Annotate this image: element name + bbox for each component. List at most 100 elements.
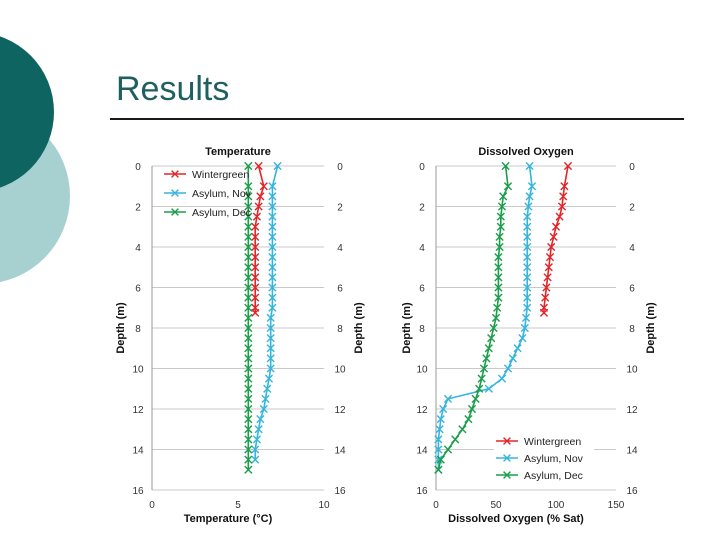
- y-tick-label: 16: [416, 486, 428, 497]
- data-point: [547, 242, 556, 252]
- legend: Wintergreen Asylum, Nov Asylum, Dec: [164, 169, 252, 219]
- data-point: [434, 445, 443, 454]
- data-point: [494, 253, 503, 262]
- data-point: [244, 334, 253, 343]
- y-tick-label-right: 0: [337, 162, 343, 173]
- legend: Wintergreen Asylum, Nov Asylum, Dec: [494, 429, 594, 482]
- y-tick-label: 0: [135, 162, 141, 173]
- data-point: [244, 394, 253, 403]
- legend-label: Asylum, Dec: [192, 207, 251, 219]
- data-point: [551, 222, 561, 231]
- legend-swatch-marker: [171, 208, 179, 216]
- data-point: [268, 182, 277, 191]
- data-point: [244, 232, 253, 241]
- y-tick-label-right: 2: [629, 203, 635, 214]
- legend-swatch-marker: [171, 170, 179, 178]
- x-axis-label: Dissolved Oxygen (% Sat): [448, 513, 584, 525]
- data-point: [251, 253, 260, 262]
- data-point: [443, 445, 453, 454]
- data-point: [244, 253, 253, 262]
- data-point: [268, 212, 277, 221]
- y-tick-label: 8: [135, 324, 141, 335]
- y-axis-label-right: Depth (m): [353, 302, 365, 354]
- data-point: [268, 293, 277, 302]
- x-tick-label: 0: [149, 500, 155, 511]
- slide-title: Results: [116, 70, 230, 108]
- y-tick-label: 2: [135, 203, 141, 214]
- data-point: [484, 384, 493, 393]
- data-point: [252, 435, 262, 444]
- data-point: [493, 303, 502, 312]
- legend-label: Asylum, Dec: [524, 470, 583, 482]
- y-tick-label: 2: [419, 203, 425, 214]
- data-point: [434, 435, 443, 444]
- legend-label: Wintergreen: [192, 169, 249, 181]
- y-tick-label-right: 16: [626, 486, 638, 497]
- data-point: [244, 222, 253, 231]
- x-axis-label: Temperature (°C): [184, 513, 273, 525]
- data-point: [495, 242, 504, 252]
- data-point: [494, 273, 503, 282]
- y-axis-label: Depth (m): [115, 302, 127, 354]
- data-point: [251, 455, 260, 464]
- chart-title: Temperature: [205, 146, 271, 158]
- y-tick-label: 8: [419, 324, 425, 335]
- data-point: [518, 334, 527, 343]
- data-point: [259, 404, 268, 414]
- data-point: [251, 263, 260, 272]
- data-point: [266, 334, 275, 343]
- legend-entry: Asylum, Nov: [164, 188, 252, 200]
- data-point: [251, 308, 260, 317]
- legend-entry: Asylum, Nov: [496, 453, 584, 465]
- data-point: [256, 415, 265, 424]
- data-point: [451, 435, 460, 444]
- legend-entry: Asylum, Dec: [164, 207, 251, 219]
- data-point: [244, 323, 253, 333]
- series-line: [437, 165, 509, 470]
- data-point: [266, 364, 275, 373]
- data-point: [523, 283, 532, 292]
- data-point: [503, 364, 513, 373]
- data-point: [244, 344, 253, 353]
- data-point: [251, 283, 260, 292]
- data-point: [244, 313, 253, 322]
- data-point: [268, 273, 277, 282]
- y-tick-label: 10: [132, 365, 144, 376]
- data-point: [508, 354, 517, 363]
- data-point: [244, 182, 253, 191]
- data-point: [436, 415, 445, 424]
- x-tick-label: 100: [548, 500, 565, 511]
- data-point: [244, 273, 253, 282]
- data-point: [482, 354, 491, 363]
- y-tick-label: 12: [132, 405, 144, 416]
- data-point: [244, 364, 253, 373]
- data-point: [244, 415, 253, 424]
- data-point: [266, 354, 275, 363]
- data-point: [443, 394, 453, 403]
- data-point: [251, 445, 260, 454]
- data-point: [273, 161, 282, 171]
- data-point: [244, 242, 253, 252]
- y-tick-label-right: 10: [626, 365, 638, 376]
- data-point: [563, 161, 573, 171]
- data-point: [244, 435, 253, 444]
- y-tick-label: 12: [416, 405, 428, 416]
- data-point: [464, 415, 473, 424]
- data-point: [560, 182, 569, 191]
- y-tick-label-right: 16: [334, 486, 346, 497]
- legend-entry: Asylum, Dec: [496, 470, 583, 482]
- data-point: [256, 192, 265, 201]
- data-point: [513, 344, 522, 353]
- data-point: [244, 293, 253, 302]
- data-point: [495, 232, 504, 241]
- chart-title: Dissolved Oxygen: [478, 146, 574, 158]
- data-point: [523, 263, 532, 272]
- data-point: [244, 404, 253, 414]
- title-rule: [110, 118, 684, 120]
- data-point: [494, 283, 503, 292]
- data-point: [254, 202, 263, 211]
- legend-swatch-marker: [503, 471, 511, 479]
- legend-swatch-marker: [503, 437, 511, 445]
- y-tick-label-right: 10: [334, 365, 346, 376]
